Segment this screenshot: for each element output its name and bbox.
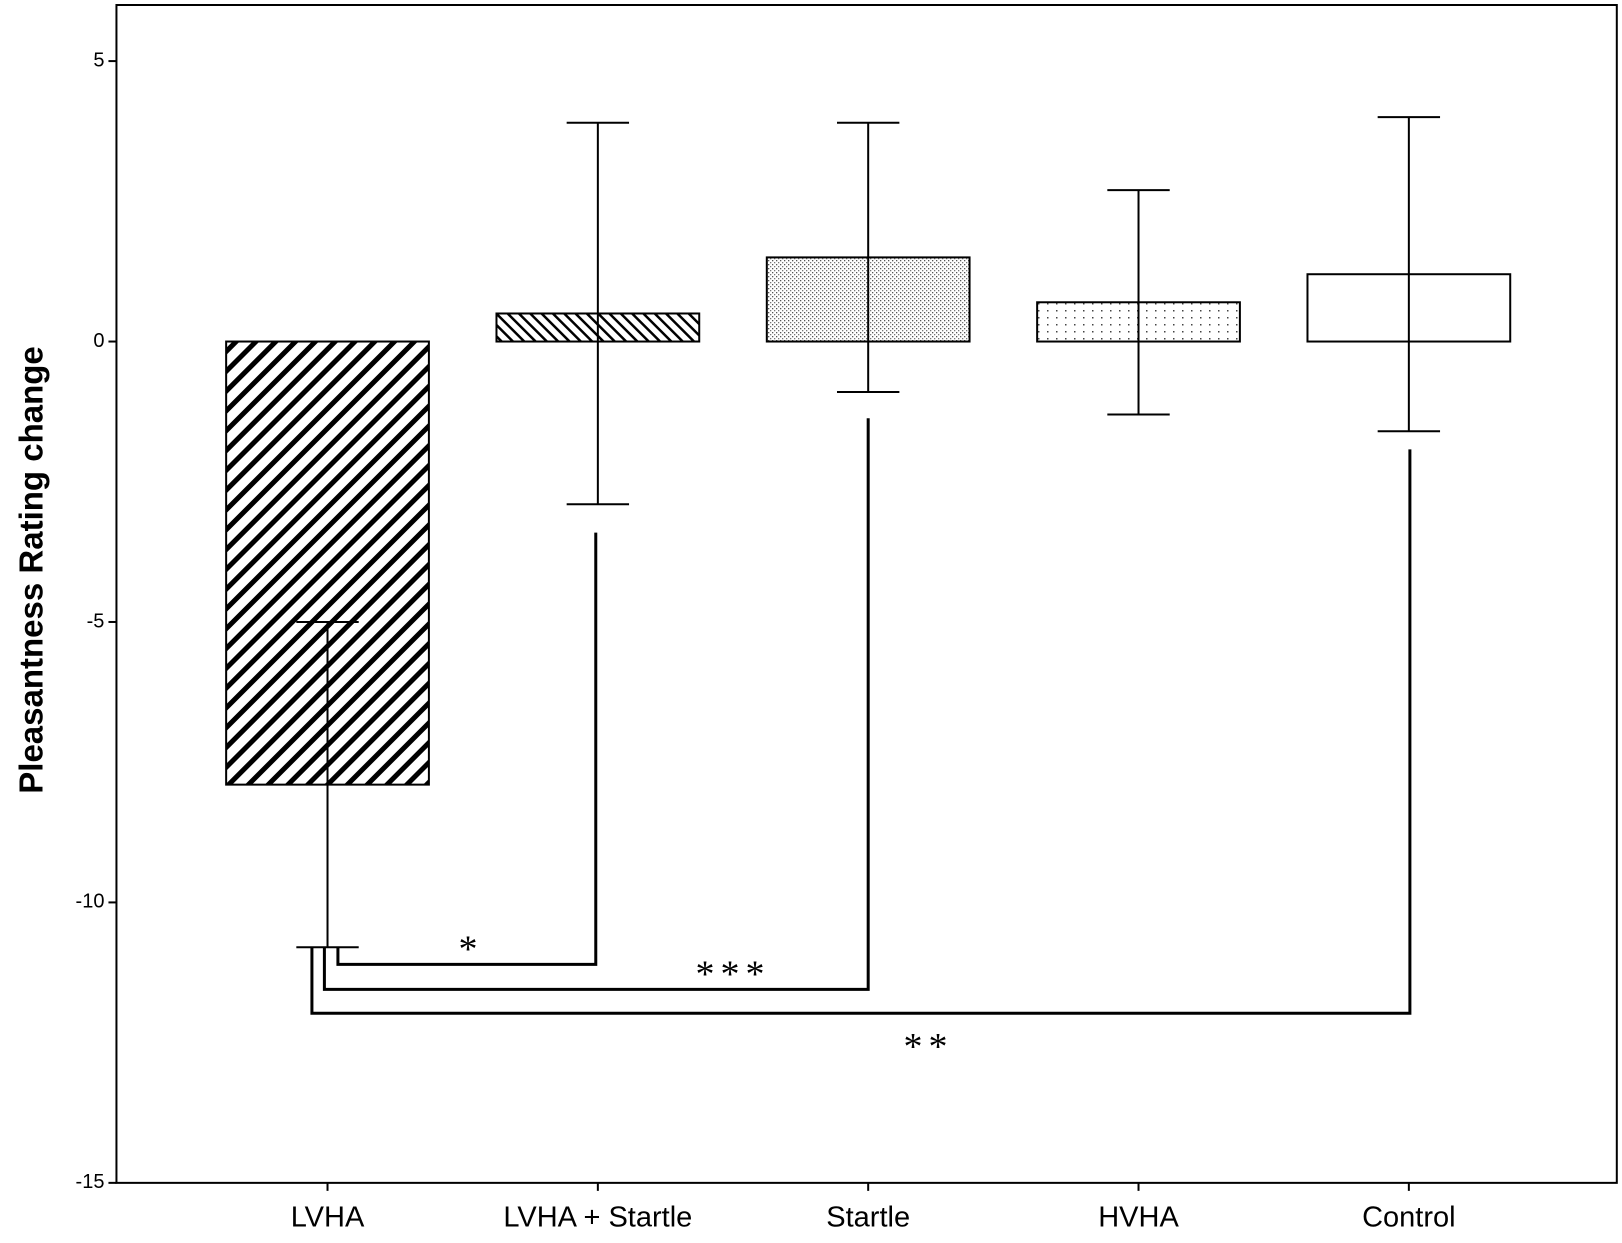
significance-bracket: [322, 418, 870, 991]
significance-label: **: [903, 1026, 953, 1068]
y-tick-label: 0: [93, 330, 104, 352]
x-tick-label: LVHA + Startle: [503, 1202, 692, 1234]
error-bar: [566, 121, 630, 506]
x-tick-label: LVHA: [291, 1202, 365, 1234]
x-tick-label: HVHA: [1098, 1202, 1179, 1234]
plot-frame: [115, 4, 1618, 1184]
y-tick-label: 5: [93, 49, 104, 71]
significance-label: *: [459, 928, 484, 970]
y-axis-label: Pleasantness Rating change: [13, 346, 50, 793]
y-tick-label: -15: [76, 1171, 105, 1193]
error-bar: [296, 620, 359, 949]
y-tick-label: -10: [76, 891, 105, 913]
error-bar: [1377, 116, 1441, 433]
significance-bracket: [310, 449, 1412, 1015]
x-tick-label: Startle: [826, 1202, 910, 1234]
error-bar: [1107, 189, 1170, 416]
x-tick-label: Control: [1362, 1202, 1456, 1234]
y-tick-label: -5: [87, 610, 105, 632]
significance-label: ***: [696, 953, 771, 995]
error-bar: [836, 121, 900, 394]
significance-bracket: [336, 532, 598, 966]
